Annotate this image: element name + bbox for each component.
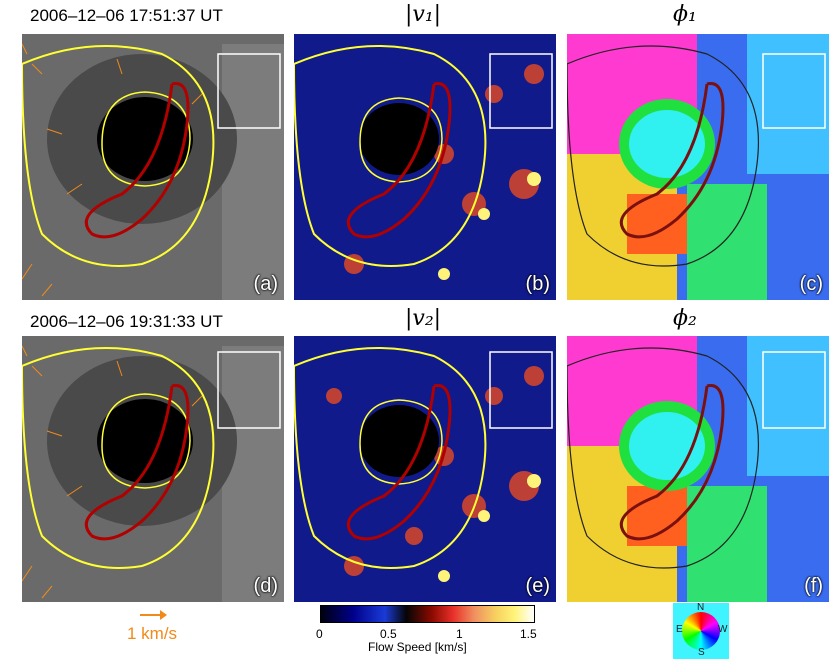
color-wheel (682, 612, 720, 650)
panel-d-image (22, 336, 284, 602)
panel-a-image (22, 34, 284, 300)
compass-s: S (698, 647, 705, 658)
title-phi2: ϕ₂ (673, 306, 697, 331)
title-phi1: ϕ₁ (673, 2, 697, 27)
panel-c-image (567, 34, 829, 300)
panel-label-a: (a) (253, 273, 278, 295)
panel-b-speed: (b) (294, 34, 556, 300)
compass-w: W (718, 624, 728, 635)
colorbar-label: Flow Speed [km/s] (368, 640, 467, 654)
panel-label-e: (e) (525, 575, 550, 597)
panel-label-b: (b) (525, 273, 550, 295)
panel-a-intensity: (a) (22, 34, 284, 300)
panel-label-f: (f) (804, 575, 823, 597)
title-v2: |v₂| (405, 306, 442, 331)
colorbar-tick-0: 0 (316, 627, 323, 641)
panel-f-image (567, 336, 829, 602)
arrow-legend-icon (140, 610, 167, 620)
timestamp-1: 2006–12–06 17:51:37 UT (30, 6, 223, 25)
panel-c-direction: (c) (567, 34, 829, 300)
panel-e-speed: (e) (294, 336, 556, 602)
direction-compass: N S E W (673, 602, 729, 659)
compass-e: E (676, 624, 683, 635)
arrow-legend-label: 1 km/s (127, 624, 178, 643)
compass-n: N (697, 602, 705, 613)
colorbar-tick-0-5: 0.5 (380, 627, 397, 641)
panel-d-intensity: (d) (22, 336, 284, 602)
timestamp-2: 2006–12–06 19:31:33 UT (30, 312, 223, 331)
panel-label-c: (c) (799, 273, 823, 295)
panel-b-image (294, 34, 556, 300)
title-v1: |v₁| (405, 2, 442, 27)
panel-f-direction: (f) (567, 336, 829, 602)
panel-e-image (294, 336, 556, 602)
panel-label-d: (d) (253, 575, 278, 597)
colorbar-tick-1-5: 1.5 (520, 627, 537, 641)
colorbar (320, 605, 535, 623)
colorbar-tick-1: 1 (456, 627, 463, 641)
